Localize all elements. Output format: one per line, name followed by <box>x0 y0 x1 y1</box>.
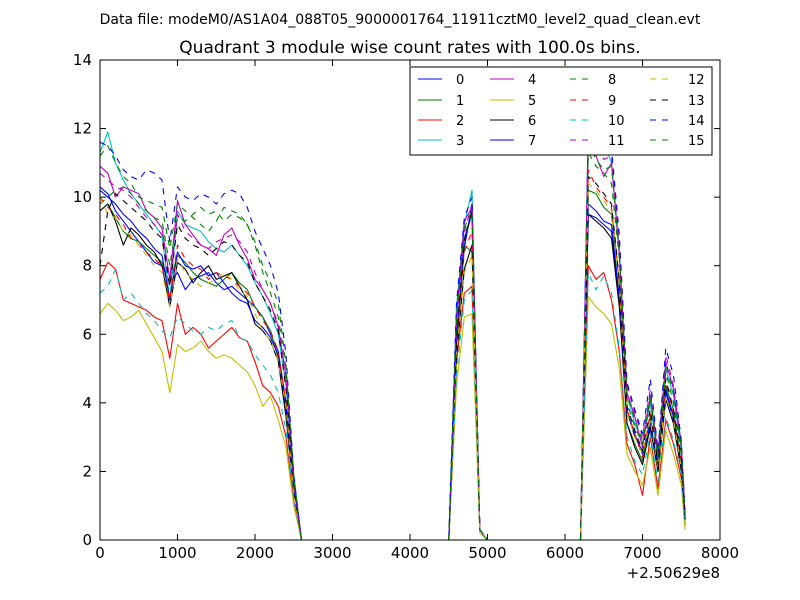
legend-label-3: 3 <box>456 134 464 149</box>
legend-label-2: 2 <box>456 114 464 129</box>
x-tick-label: 4000 <box>391 544 429 562</box>
legend-label-5: 5 <box>528 94 536 109</box>
x-tick-label: 0 <box>95 544 105 562</box>
series-line-6 <box>99 203 686 541</box>
series-layer <box>99 124 686 541</box>
x-tick-label: 8000 <box>701 544 739 562</box>
series-line-10 <box>99 268 686 541</box>
y-tick-label: 0 <box>82 531 92 549</box>
series-line-14 <box>99 128 686 541</box>
series-line-8 <box>99 152 686 541</box>
legend-label-8: 8 <box>608 73 616 88</box>
x-tick-label: 3000 <box>313 544 351 562</box>
legend-label-15: 15 <box>688 134 705 149</box>
y-tick-label: 4 <box>82 394 92 412</box>
series-line-2 <box>99 261 686 541</box>
legend-label-7: 7 <box>528 134 536 149</box>
y-tick-label: 6 <box>82 325 92 343</box>
x-tick-label: 7000 <box>623 544 661 562</box>
legend-label-14: 14 <box>688 114 705 129</box>
legend-label-11: 11 <box>608 134 625 149</box>
legend-label-12: 12 <box>688 73 705 88</box>
series-line-15 <box>99 141 686 541</box>
series-line-13 <box>99 176 686 541</box>
x-tick-label: 2000 <box>236 544 274 562</box>
x-tick-label: 1000 <box>158 544 196 562</box>
chart-suptitle: Data file: modeM0/AS1A04_088T05_90000017… <box>100 12 701 28</box>
y-tick-label: 12 <box>73 120 92 138</box>
legend-label-0: 0 <box>456 73 464 88</box>
legend-frame <box>409 66 713 156</box>
legend-label-4: 4 <box>528 73 536 88</box>
series-line-11 <box>99 124 686 541</box>
x-tick-label: 5000 <box>468 544 506 562</box>
legend-label-13: 13 <box>688 94 705 109</box>
y-tick-label: 14 <box>73 51 92 69</box>
legend-label-9: 9 <box>608 94 616 109</box>
y-tick-label: 2 <box>82 462 92 480</box>
legend-label-1: 1 <box>456 94 464 109</box>
series-line-5 <box>99 296 686 541</box>
x-tick-label: 6000 <box>546 544 584 562</box>
x-offset-label: +2.50629e8 <box>627 564 720 582</box>
legend-label-10: 10 <box>608 114 625 129</box>
chart-title: Quadrant 3 module wise count rates with … <box>179 38 640 58</box>
y-tick-label: 10 <box>73 188 92 206</box>
legend-label-6: 6 <box>528 114 536 129</box>
y-tick-label: 8 <box>82 257 92 275</box>
tick-layer: 0 1000 2000 3000 4000 5000 6000 7000 80000246810… <box>73 51 739 562</box>
series-line-12 <box>99 182 686 541</box>
series-line-9 <box>99 169 686 541</box>
